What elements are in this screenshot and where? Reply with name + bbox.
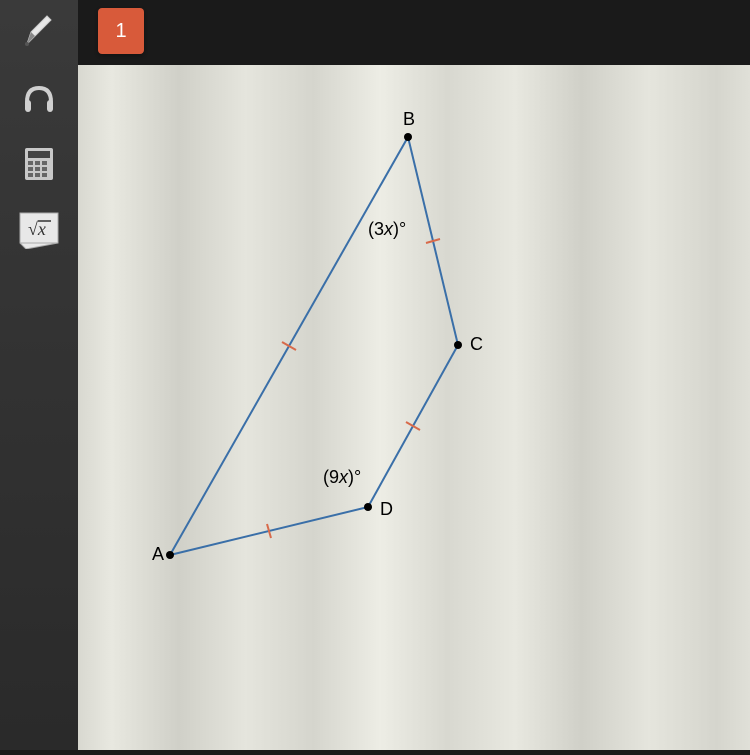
formula-tool[interactable]: √x [15,206,63,254]
tick-cd [406,422,420,430]
vertex-c [454,341,462,349]
calculator-icon [21,146,57,182]
svg-text:√x: √x [28,219,46,239]
label-b: B [403,109,415,129]
audio-tool[interactable] [15,74,63,122]
label-a: A [152,544,164,564]
vertex-d [364,503,372,511]
formula-icon: √x [18,211,60,249]
toolbar: √x [0,0,78,750]
canvas-area[interactable]: A B C D (3x)° (9x)° [78,65,750,750]
angle-b-label: (3x)° [368,219,406,239]
page-tab[interactable]: 1 [98,8,144,54]
headphones-icon [19,78,59,118]
label-c: C [470,334,483,354]
angle-d-label: (9x)° [323,467,361,487]
label-d: D [380,499,393,519]
page-number: 1 [115,20,126,43]
pen-tool[interactable] [15,8,63,56]
tick-ab [282,342,296,350]
pen-icon [19,12,59,52]
geometry-diagram: A B C D (3x)° (9x)° [78,65,750,750]
calculator-tool[interactable] [15,140,63,188]
vertex-b [404,133,412,141]
vertex-a [166,551,174,559]
